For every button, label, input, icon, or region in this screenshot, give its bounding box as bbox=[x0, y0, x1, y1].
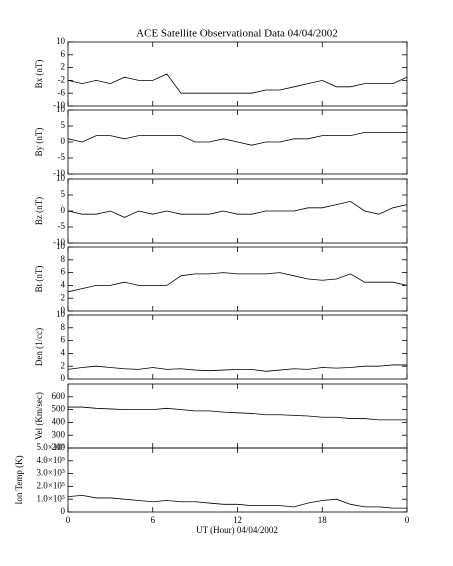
y-tick-label: 5 bbox=[61, 189, 66, 199]
data-line bbox=[67, 132, 407, 146]
x-tick-label: 12 bbox=[233, 515, 242, 525]
y-tick-label: 3.0×10⁵ bbox=[37, 468, 65, 478]
y-tick-label: -6 bbox=[58, 87, 66, 97]
y-axis-label: Bz (nT) bbox=[34, 197, 44, 225]
y-tick-label: 6 bbox=[61, 49, 66, 59]
y-tick-label: 2 bbox=[61, 360, 66, 370]
y-tick-label: 6 bbox=[61, 335, 66, 345]
y-tick-label: 500 bbox=[52, 404, 66, 414]
y-axis-label: Den (1/cc) bbox=[34, 328, 44, 366]
data-line bbox=[67, 364, 407, 372]
y-tick-label: 6 bbox=[61, 267, 66, 277]
data-line bbox=[67, 494, 407, 509]
y-axis-label: Ion Temp (K) bbox=[14, 455, 24, 504]
y-tick-label: 5.0×10⁵ bbox=[37, 442, 65, 452]
y-tick-label: 200 bbox=[52, 442, 66, 452]
y-tick-label: -5 bbox=[58, 152, 66, 162]
y-tick-label: 8 bbox=[61, 322, 66, 332]
x-tick-label: 0 bbox=[66, 515, 71, 525]
y-tick-label: 400 bbox=[52, 416, 66, 426]
chart-title: ACE Satellite Observational Data 04/04/2… bbox=[136, 28, 338, 40]
data-line bbox=[68, 406, 407, 421]
y-axis-label: Bt (nT) bbox=[34, 266, 44, 293]
y-tick-label: -5 bbox=[58, 221, 66, 231]
y-tick-label: 10 bbox=[56, 309, 66, 319]
y-tick-label: 10 bbox=[56, 173, 66, 183]
y-tick-label: -10 bbox=[53, 100, 65, 110]
y-axis-label: Bx (nT) bbox=[34, 60, 44, 89]
y-tick-label: -10 bbox=[53, 168, 65, 178]
y-tick-label: 4 bbox=[61, 279, 66, 289]
y-tick-label: 0 bbox=[61, 305, 66, 315]
y-tick-label: 8 bbox=[61, 254, 66, 264]
y-tick-label: 2.0×10⁵ bbox=[37, 480, 65, 490]
x-tick-label: 18 bbox=[318, 515, 328, 525]
y-axis-label: Vel (Km/sec) bbox=[34, 392, 44, 440]
y-tick-label: 10 bbox=[56, 104, 66, 114]
y-tick-label: 10 bbox=[56, 36, 66, 46]
y-tick-label: 600 bbox=[52, 391, 66, 401]
data-line bbox=[67, 272, 408, 293]
x-axis-label: UT (Hour) 04/04/2002 bbox=[196, 525, 278, 535]
x-tick-label: 6 bbox=[151, 515, 156, 525]
x-tick-label: 0 bbox=[405, 515, 410, 525]
y-tick-label: -10 bbox=[53, 237, 65, 247]
y-tick-label: 0 bbox=[61, 205, 66, 215]
y-tick-label: 0 bbox=[61, 373, 66, 383]
y-tick-label: 4.0×10⁵ bbox=[37, 455, 65, 465]
y-tick-label: 5 bbox=[61, 120, 66, 130]
y-tick-label: 1.0×10⁵ bbox=[37, 493, 65, 503]
y-tick-label: 0 bbox=[61, 136, 66, 146]
y-tick-label: 4 bbox=[61, 347, 66, 357]
y-tick-label: -2 bbox=[58, 74, 66, 84]
y-tick-label: 300 bbox=[52, 429, 66, 439]
y-tick-label: 2 bbox=[61, 292, 66, 302]
data-line bbox=[67, 200, 408, 218]
data-line bbox=[67, 73, 408, 94]
y-tick-label: 10 bbox=[56, 241, 66, 251]
y-tick-label: 2 bbox=[61, 62, 66, 72]
y-tick-label: 0 bbox=[61, 506, 66, 516]
y-axis-label: By (nT) bbox=[34, 128, 44, 157]
